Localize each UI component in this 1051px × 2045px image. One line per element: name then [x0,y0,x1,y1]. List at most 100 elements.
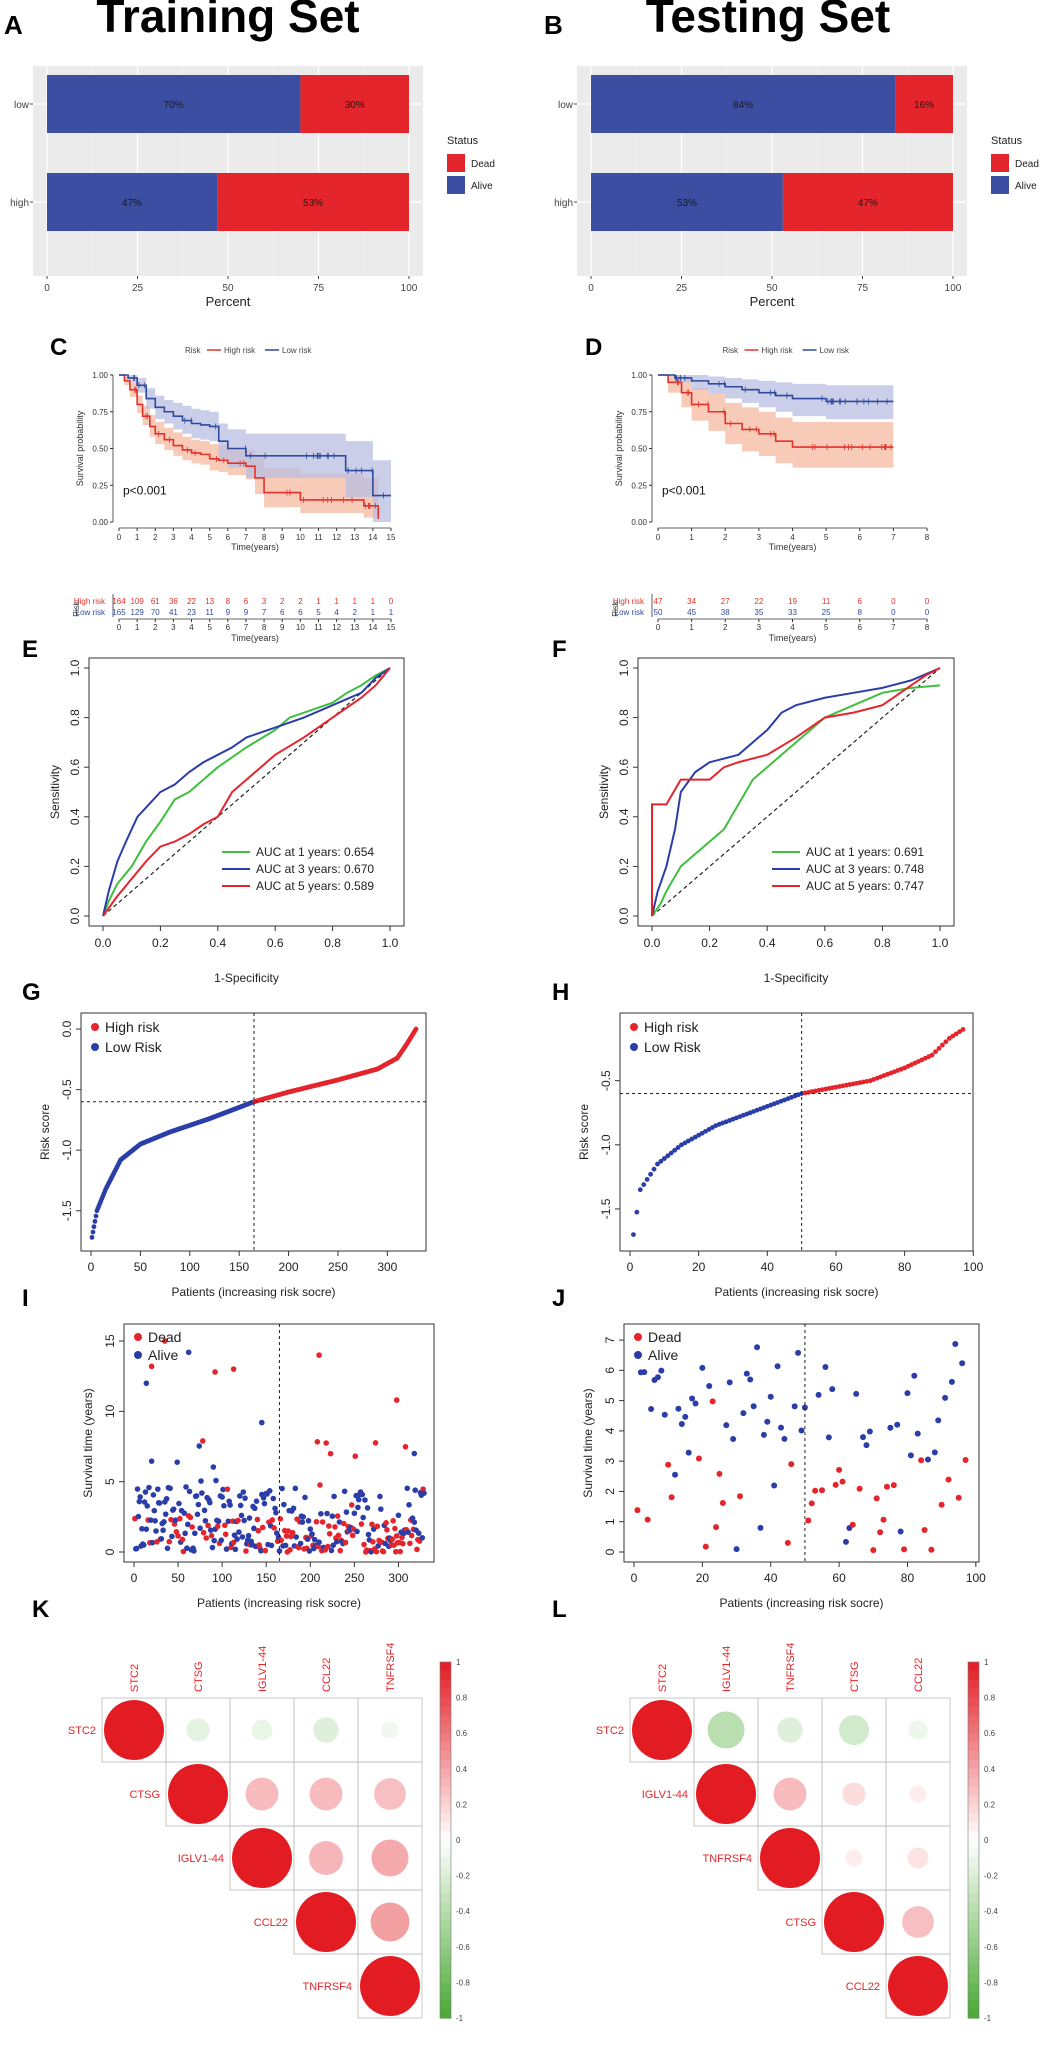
K-corr-col-label-1: CTSG [193,1661,205,1692]
F-roc-legend-label-1: AUC at 3 years: 0.748 [806,862,924,876]
I-ss-xtick-label-1: 50 [171,1571,185,1585]
D-risk-cell-1-2: 38 [721,608,730,617]
panel-letter-C: C [50,334,67,361]
J-ss-point-62 [842,1538,849,1545]
C-risk-cell-0-2: 61 [151,597,160,606]
I-ss-legend-label-1: Alive [148,1347,179,1363]
I-ss-ytick-label-2: 10 [103,1404,117,1418]
I-ss-point-297 [392,1548,399,1555]
C-risk-xtick-label-14: 14 [368,623,377,632]
L-corr-row-label-4: CCL22 [846,1981,880,1993]
K-colorbar-tick-7: -0.4 [456,1907,470,1916]
I-ss-point-127 [243,1548,249,1554]
G-rs-ytick-label-1: -1.0 [60,1140,74,1161]
I-ss-point-56 [180,1548,187,1555]
L-colorbar-seg-1 [968,1670,979,1681]
J-ss-point-48 [795,1349,802,1356]
C-risk-xtick-label-3: 3 [171,623,176,632]
L-colorbar-seg-15 [968,1795,979,1805]
K-corr-row-label-4: TNFRSF4 [303,1981,353,1993]
J-ss-point-14 [678,1420,685,1427]
I-ss-point-33 [160,1527,166,1534]
J-ss-point-5 [648,1406,655,1413]
I-ss-xtick-label-3: 150 [256,1571,276,1585]
I-ss-outlier-2 [162,1338,168,1344]
I-ss-point-219 [324,1510,330,1517]
I-ss-point-321 [414,1546,420,1553]
L-corr-circle-1-4 [909,1785,927,1803]
H-rs-point-94 [950,1033,956,1039]
K-colorbar-tick-4: 0.2 [456,1800,468,1809]
B-bar-low-dead [895,75,953,133]
D-risk-cell-1-1: 45 [687,608,696,617]
J-ss-point-47 [791,1403,798,1410]
J-ss-point-18 [692,1400,699,1407]
K-colorbar-seg-17 [440,1813,451,1823]
I-ss-point-168 [279,1485,285,1492]
I-ss-point-60 [184,1545,190,1551]
I-ss-point-12 [141,1499,148,1505]
K-colorbar-seg-13 [440,1777,451,1788]
A-bar-label-high-dead: 53% [303,198,323,209]
I-ss-point-305 [400,1540,406,1547]
C-risk-cell-0-4: 22 [187,597,196,606]
K-colorbar-seg-33 [440,1955,451,1966]
F-roc-ytick-label-5: 1.0 [617,659,631,676]
D-risk-cell-0-1: 34 [687,597,696,606]
J-ss-point-42 [774,1363,781,1370]
I-ss-point-227 [331,1493,337,1500]
L-colorbar-tick-5: 0 [984,1836,989,1845]
H-rs-ytick-label-1: -1.0 [599,1134,613,1155]
C-risk-cell-0-13: 1 [353,597,358,606]
J-ss-point-54 [815,1391,822,1398]
J-ss-point-97 [962,1456,969,1463]
H-rs-point-8 [655,1161,660,1167]
L-corr-circle-1-3 [842,1782,866,1806]
I-ss-point-13 [142,1489,149,1495]
I-ss-point-226 [330,1542,337,1549]
A-xtick-label-3: 75 [313,283,325,294]
C-km-xtick-label-14: 14 [368,533,377,542]
K-colorbar-seg-18 [440,1822,451,1832]
I-ss-outlier-9 [411,1450,418,1457]
C-km-ytick-label-4: 1.00 [92,371,108,380]
I-ss-outlier-3 [185,1349,192,1356]
I-ss-point-200 [307,1526,314,1532]
K-colorbar-seg-8 [440,1733,451,1743]
I-ss-point-52 [177,1515,183,1522]
J-ss-xlabel: Patients (increasing risk socre) [719,1596,883,1610]
J-ss-point-23 [709,1398,716,1405]
K-colorbar-tick-8: -0.6 [456,1943,470,1952]
D-km-xtick-label-8: 8 [925,533,930,542]
B-xtick-label-0: 0 [588,283,594,294]
I-ss-point-146 [259,1524,266,1531]
H-rs-point-90 [936,1045,942,1051]
K-colorbar-seg-22 [440,1857,451,1868]
H-rs-xtick-label-2: 40 [761,1260,775,1274]
H-rs-xtick-label-4: 80 [898,1260,912,1274]
K-colorbar-tick-9: -0.8 [456,1978,470,1987]
H-rs-xlabel: Patients (increasing risk socre) [714,1285,878,1299]
C-risk-xtick-label-11: 11 [314,623,323,632]
D-risk-cell-0-8: 0 [925,597,930,606]
L-colorbar-tick-1: 0.8 [984,1694,996,1703]
K-corr-circle-1-3 [309,1777,343,1811]
I-ss-point-161 [273,1509,279,1516]
I-ss-point-123 [239,1534,246,1540]
J-ss-point-30 [733,1546,740,1553]
I-ss-point-7 [137,1494,143,1500]
I-ss-point-166 [277,1516,284,1522]
D-risk-cell-0-7: 0 [891,597,896,606]
C-km-ylabel: Survival probability [75,410,85,486]
I-ss-point-240 [342,1539,349,1546]
J-ss-point-43 [777,1424,784,1431]
testing-set-header: Testing Set [646,0,891,42]
D-km-xtick-label-6: 6 [858,533,863,542]
C-risk-cell-1-8: 7 [262,608,267,617]
J-ss-point-27 [723,1422,730,1429]
I-ss-legend-label-0: Dead [148,1329,181,1345]
K-corr-row-label-3: CCL22 [254,1917,288,1929]
C-km-xtick-label-3: 3 [171,533,176,542]
D-km-legend-title: Risk [723,346,740,355]
F-roc-diagonal [651,667,941,917]
